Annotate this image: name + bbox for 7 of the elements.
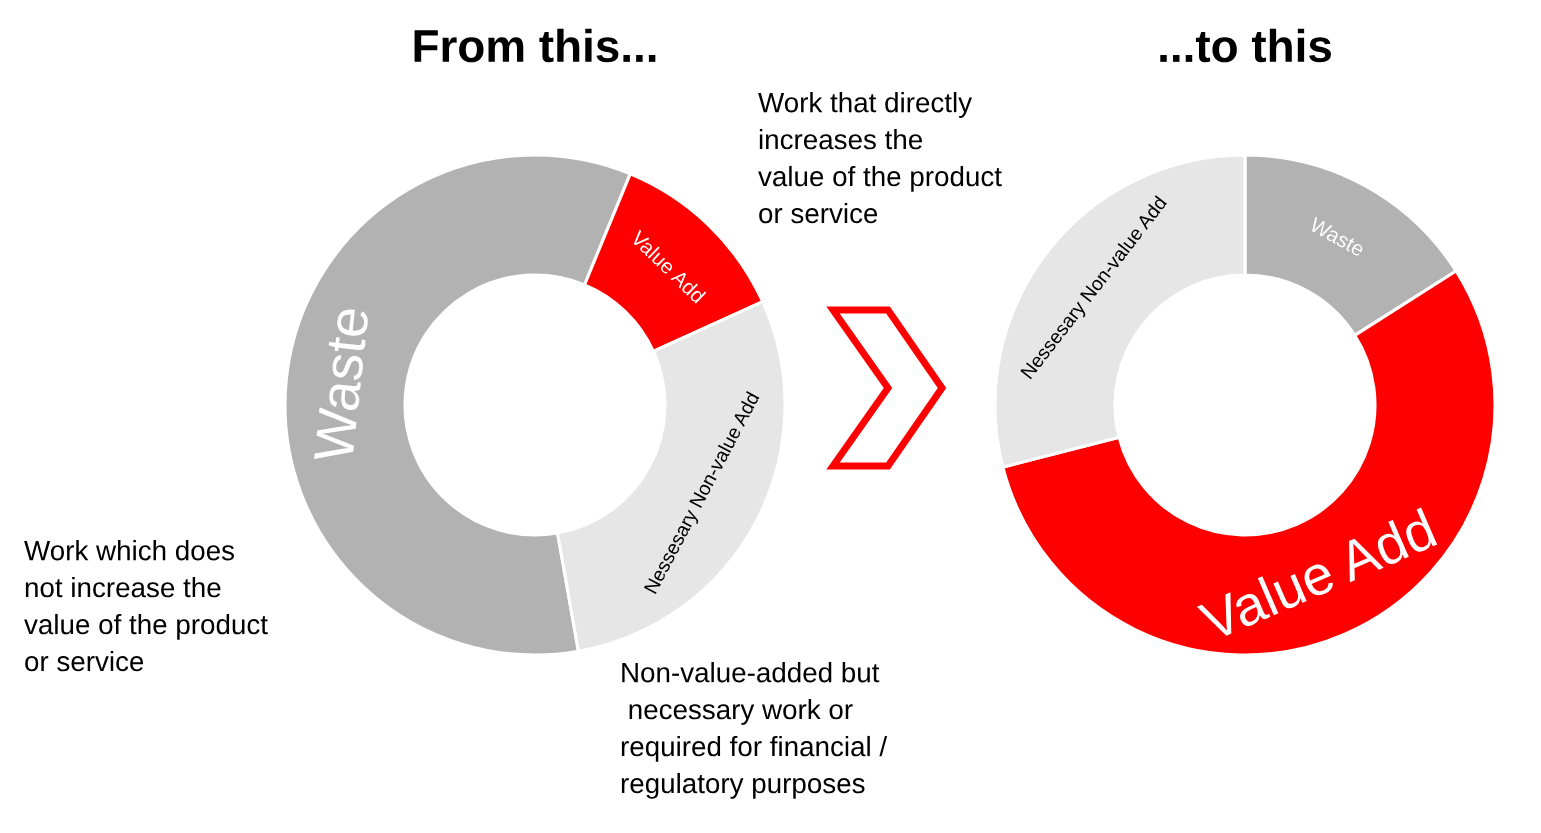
- text: Non-value-added but necessary work or required for financial / regulatory purposes: [621, 662, 888, 799]
- chart-title: ...to this: [1160, 28, 1331, 63]
- text: Work that directly increases the value of the product or service: [758, 92, 1002, 224]
- chart-title: From this...: [414, 28, 656, 63]
- text: Work which does not increase the value of the product or service: [24, 540, 268, 672]
- slice-label: Value Add: [1196, 507, 1438, 643]
- slice-label: Waste: [314, 307, 370, 464]
